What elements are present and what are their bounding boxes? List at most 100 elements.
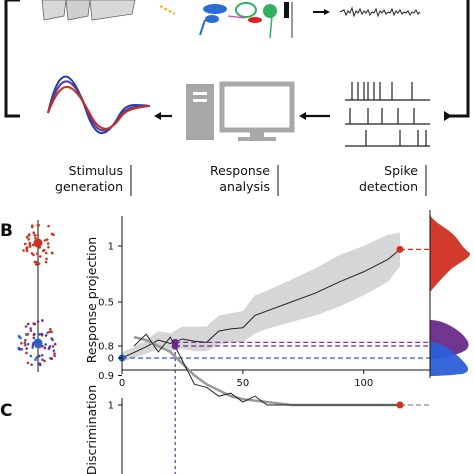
cluster-dot bbox=[43, 239, 47, 242]
panel-c-letter: C bbox=[0, 401, 12, 421]
red-centroid bbox=[33, 238, 43, 248]
cluster-dot bbox=[30, 363, 33, 366]
cluster-dot bbox=[23, 242, 27, 246]
cluster-dot bbox=[33, 322, 37, 326]
arrow-head-right bbox=[444, 111, 452, 121]
cluster-dot bbox=[25, 249, 29, 253]
cluster-dot bbox=[23, 341, 27, 345]
cluster-dot bbox=[28, 243, 32, 247]
confidence-band bbox=[122, 232, 400, 362]
chart-c-ylabel: Discrimination bbox=[84, 385, 99, 474]
chart-b-ylabel: Response projection bbox=[84, 237, 99, 363]
cluster-dot bbox=[48, 345, 52, 348]
computer-icon bbox=[186, 81, 295, 141]
cluster-dot bbox=[41, 319, 44, 322]
cluster-dot bbox=[51, 251, 54, 255]
cluster-dot bbox=[45, 257, 48, 261]
mean-projection-line bbox=[121, 248, 401, 359]
cluster-dot bbox=[24, 338, 27, 342]
loop-diagram: Stimulus generation Response analysis Sp… bbox=[4, 0, 470, 196]
cluster-dot bbox=[51, 345, 55, 348]
chart-c-ytick-label: 1 bbox=[108, 401, 114, 412]
cluster-dot bbox=[37, 262, 41, 265]
cluster-dot bbox=[43, 359, 46, 363]
cluster-dot bbox=[38, 354, 41, 358]
marker-red bbox=[396, 401, 404, 409]
cluster-dot bbox=[53, 342, 57, 346]
projection-distributions bbox=[429, 210, 470, 378]
cluster-dot bbox=[30, 224, 34, 227]
stimulus-screens bbox=[41, 0, 176, 21]
cluster-dot bbox=[44, 334, 48, 337]
cluster-dot bbox=[27, 238, 30, 241]
cluster-dot bbox=[49, 327, 52, 331]
cluster-dot bbox=[36, 224, 40, 227]
chart-b-ytick-label: 0 bbox=[108, 354, 114, 365]
spike-detection-label: Spike detection bbox=[359, 163, 427, 196]
cluster-dot bbox=[25, 246, 29, 249]
cluster-dot bbox=[24, 325, 28, 328]
cluster-dot bbox=[29, 327, 32, 330]
stimulus-waveforms bbox=[47, 75, 151, 135]
cluster-dot bbox=[46, 242, 50, 245]
spike-raster bbox=[345, 82, 430, 147]
cluster-dot bbox=[44, 251, 48, 255]
cluster-dot bbox=[29, 354, 33, 358]
cluster-dot bbox=[34, 263, 38, 266]
stimulus-generation-label: Stimulus generation bbox=[55, 163, 132, 196]
cluster-dot bbox=[22, 249, 25, 252]
chart-b-xtick-label: 0 bbox=[119, 378, 125, 389]
cluster-dot bbox=[36, 233, 40, 237]
discrimination-line bbox=[133, 333, 400, 406]
cluster-dot bbox=[25, 236, 29, 239]
cluster-dot bbox=[26, 332, 30, 336]
cluster-dot bbox=[31, 344, 35, 347]
cluster-dot bbox=[38, 333, 42, 336]
cluster-dot bbox=[41, 358, 44, 362]
cluster-dot bbox=[47, 224, 50, 228]
cluster-dot bbox=[28, 241, 32, 245]
response-analysis-label: Response analysis bbox=[210, 163, 279, 196]
cluster-dot bbox=[25, 351, 28, 355]
cluster-dot bbox=[17, 334, 21, 338]
cluster-dot bbox=[50, 337, 54, 340]
cluster-dot bbox=[34, 358, 37, 361]
cluster-dot bbox=[32, 253, 35, 257]
response-label-line2: analysis bbox=[219, 179, 270, 194]
cluster-dot bbox=[40, 332, 44, 336]
cluster-dot bbox=[33, 233, 37, 237]
spike-label-line2: detection bbox=[359, 179, 418, 194]
cluster-dot bbox=[46, 331, 49, 335]
cluster-dot bbox=[26, 322, 30, 326]
cluster-dot bbox=[44, 343, 47, 346]
cluster-dot bbox=[43, 346, 47, 350]
marker-purple bbox=[171, 342, 179, 350]
spike-label-line1: Spike bbox=[384, 163, 418, 178]
cluster-dot bbox=[32, 336, 36, 340]
cluster-dot bbox=[53, 352, 56, 355]
raw-trace bbox=[339, 6, 421, 18]
cluster-dot bbox=[41, 249, 45, 253]
cluster-dot bbox=[48, 330, 52, 334]
panel-b-letter: B bbox=[0, 221, 13, 241]
cluster-dot bbox=[36, 320, 40, 323]
cluster-dot bbox=[40, 353, 44, 357]
cluster-illustration bbox=[17, 220, 57, 372]
chart-b-xtick-label: 50 bbox=[237, 378, 250, 389]
cluster-dot bbox=[20, 347, 24, 351]
cluster-dot bbox=[41, 344, 44, 348]
cluster-dot bbox=[28, 233, 31, 236]
cluster-dot bbox=[29, 329, 33, 332]
cluster-dot bbox=[24, 343, 27, 347]
cluster-dot bbox=[31, 346, 34, 349]
response-projection-chart: Response projection 0 0.5 1 0 50 100 bbox=[84, 216, 430, 389]
cluster-dot bbox=[34, 260, 38, 264]
cluster-dot bbox=[26, 361, 30, 365]
cluster-dot bbox=[26, 342, 30, 346]
cluster-dot bbox=[20, 342, 23, 345]
chart-c-ytick-label: 0.9 bbox=[98, 371, 114, 382]
loop-frame-line bbox=[4, 0, 20, 118]
cluster-dot bbox=[53, 354, 56, 358]
cluster-dot bbox=[52, 349, 56, 353]
